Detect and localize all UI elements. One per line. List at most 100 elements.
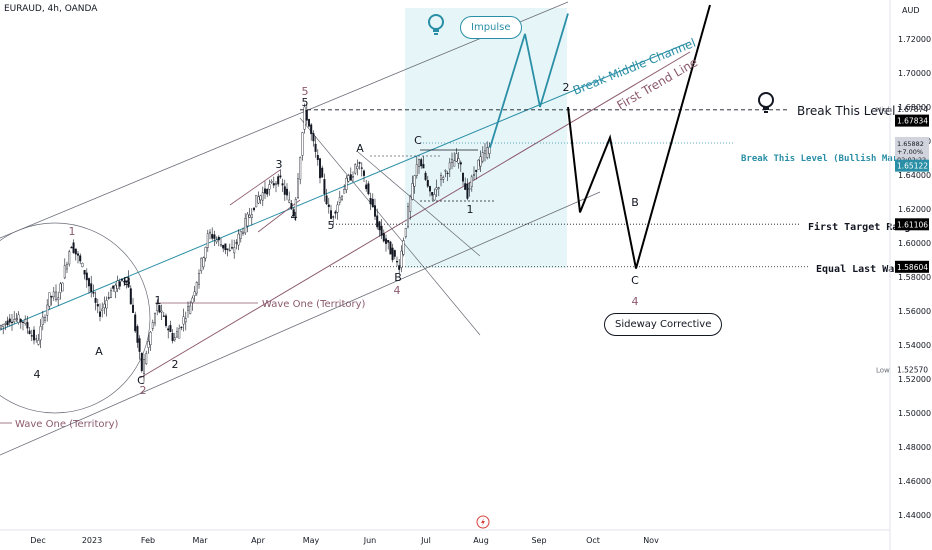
price-badges: High1.678741.678341.65882+7.00%02:02:221… bbox=[876, 105, 929, 374]
candle-body bbox=[41, 316, 44, 325]
y-tick-label: 1.50000 bbox=[898, 409, 931, 418]
candle-body bbox=[230, 247, 233, 249]
candle-body bbox=[479, 156, 482, 167]
candle-body bbox=[264, 188, 267, 194]
candle-body bbox=[367, 183, 370, 195]
candle-body bbox=[426, 180, 429, 187]
candle-body bbox=[303, 106, 306, 130]
candle-body bbox=[173, 337, 176, 341]
candle-body bbox=[237, 233, 240, 246]
candle-body bbox=[134, 314, 137, 332]
candle-body bbox=[457, 158, 460, 164]
candle-body bbox=[470, 176, 473, 187]
candle-body bbox=[85, 272, 88, 281]
candle-body bbox=[151, 322, 154, 329]
lower-channel-line bbox=[0, 191, 601, 456]
candle-body bbox=[103, 303, 106, 309]
candle-body bbox=[83, 270, 86, 275]
y-tick-label: 1.60000 bbox=[898, 239, 931, 248]
candle-body bbox=[46, 304, 49, 316]
candle-body bbox=[92, 291, 95, 294]
candle-body bbox=[294, 199, 297, 218]
candle-body bbox=[153, 313, 156, 324]
candle-body bbox=[241, 231, 244, 234]
projection-paths bbox=[489, 4, 711, 269]
candle-body bbox=[266, 189, 269, 195]
x-tick-label: Dec bbox=[30, 536, 45, 545]
candle-body bbox=[184, 318, 187, 323]
candle-body bbox=[112, 285, 115, 289]
candle-body bbox=[182, 316, 185, 325]
candle-body bbox=[391, 247, 394, 261]
first-target-range-label: First Target Range bbox=[808, 221, 916, 233]
candle-body bbox=[341, 195, 344, 200]
low-label: Low bbox=[876, 366, 890, 374]
wave-label: 1 bbox=[155, 294, 162, 307]
wave-label: 3 bbox=[276, 158, 283, 171]
x-tick-label: Aug bbox=[473, 536, 489, 545]
current-price-line: +7.00% bbox=[897, 148, 923, 156]
candle-body bbox=[345, 178, 348, 190]
wave-label: A bbox=[356, 142, 364, 155]
candle-body bbox=[354, 164, 357, 174]
wave-label: 4 bbox=[34, 368, 41, 381]
candle-body bbox=[129, 288, 132, 305]
candle-body bbox=[131, 304, 134, 313]
candle-body bbox=[162, 315, 165, 317]
high-value: 1.67874 bbox=[897, 105, 928, 114]
candle-body bbox=[116, 280, 119, 289]
candle-body bbox=[442, 177, 445, 180]
candle-body bbox=[175, 331, 178, 338]
wave-label-degree: 4 bbox=[632, 295, 639, 308]
lightning-icon[interactable] bbox=[476, 515, 490, 529]
candle-body bbox=[459, 162, 462, 165]
candle-body bbox=[30, 335, 33, 337]
y-tick-label: 1.46000 bbox=[898, 477, 931, 486]
candle-body bbox=[87, 278, 90, 287]
currency-label: AUD bbox=[902, 6, 920, 15]
wave-one-territory-label-a: Wave One (Territory) bbox=[262, 299, 366, 310]
candle-body bbox=[123, 281, 126, 283]
candle-body bbox=[347, 175, 350, 182]
candle-body bbox=[94, 298, 97, 303]
wave-one-circle bbox=[0, 222, 151, 414]
candle-body bbox=[248, 214, 251, 218]
candle-body bbox=[189, 305, 192, 314]
wave-label-degree: 2 bbox=[140, 384, 147, 397]
candle-body bbox=[48, 292, 51, 307]
candle-body bbox=[202, 257, 205, 268]
candle-body bbox=[477, 159, 480, 170]
x-axis-ticks: Dec 2023 Feb Mar Apr May Jun Jul Aug Sep Oct Nov bbox=[30, 536, 659, 545]
candle-body bbox=[420, 159, 423, 167]
wave-labels: 4 A B C 1 2 3 4 5 A B C 1 2 B C 1 5 2 4 4 5 bbox=[34, 81, 640, 397]
candle-body bbox=[327, 204, 330, 207]
y-tick-label: 1.54000 bbox=[898, 341, 931, 350]
candle-body bbox=[244, 218, 247, 234]
candle-body bbox=[44, 316, 47, 321]
candle-body bbox=[400, 250, 403, 268]
break-this-level-label: Break This Level bbox=[797, 104, 895, 118]
candle-body bbox=[453, 160, 456, 167]
candle-body bbox=[455, 153, 458, 162]
candle-body bbox=[107, 297, 110, 299]
candle-body bbox=[389, 241, 392, 255]
candle-body bbox=[301, 132, 304, 156]
candle-body bbox=[142, 358, 145, 374]
wave-label: B bbox=[123, 275, 131, 288]
candle-body bbox=[98, 311, 101, 317]
candle-body bbox=[433, 194, 436, 201]
candle-body bbox=[208, 231, 211, 234]
candle-body bbox=[90, 283, 93, 292]
current-price-line: 1.65882 bbox=[897, 140, 924, 148]
candle-body bbox=[74, 248, 77, 255]
candle-body bbox=[305, 110, 308, 121]
candle-body bbox=[215, 239, 218, 243]
candle-body bbox=[466, 183, 469, 199]
candle-body bbox=[226, 248, 229, 250]
candle-body bbox=[387, 240, 390, 243]
candle-body bbox=[114, 284, 117, 293]
candle-body bbox=[120, 278, 123, 281]
wave-four-lower-line bbox=[257, 199, 301, 233]
x-tick-label: Oct bbox=[586, 536, 600, 545]
